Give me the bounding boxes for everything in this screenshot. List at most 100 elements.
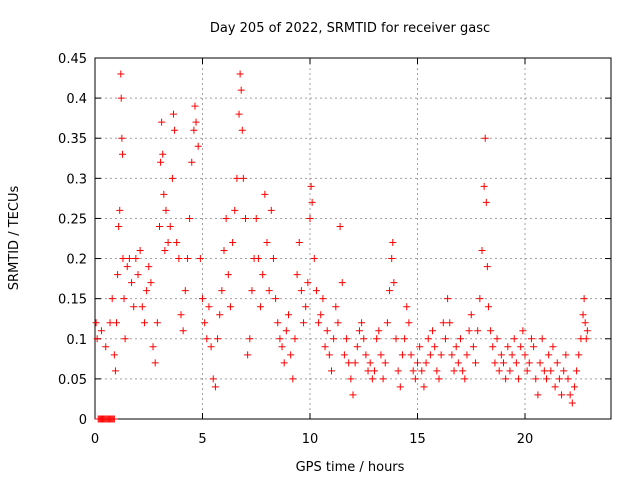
x-axis-label: GPS time / hours — [296, 460, 405, 475]
data-point — [325, 351, 333, 359]
data-point — [570, 383, 578, 391]
data-point — [278, 343, 286, 351]
data-point — [280, 359, 288, 367]
data-point — [504, 343, 512, 351]
data-point — [102, 343, 110, 351]
data-point — [257, 303, 265, 311]
data-point — [171, 126, 179, 134]
data-point — [125, 255, 133, 263]
data-point — [252, 214, 260, 222]
data-point — [106, 319, 114, 327]
data-point — [543, 375, 550, 383]
data-point — [229, 239, 237, 247]
x-tick-label: 10 — [302, 432, 319, 447]
data-point — [130, 303, 138, 311]
data-point — [173, 239, 181, 247]
data-point — [323, 327, 331, 335]
data-point — [199, 295, 206, 303]
data-point — [527, 335, 535, 343]
data-point — [97, 327, 105, 335]
data-point — [231, 206, 239, 214]
data-point — [469, 343, 477, 351]
data-point — [263, 239, 271, 247]
data-point — [175, 255, 183, 263]
data-point — [267, 206, 275, 214]
data-point — [564, 375, 572, 383]
data-point — [444, 295, 452, 303]
data-point — [336, 222, 344, 230]
data-point — [389, 239, 397, 247]
data-point — [347, 375, 355, 383]
data-point — [435, 375, 443, 383]
data-point — [244, 351, 252, 359]
data-point — [551, 383, 559, 391]
data-point — [214, 335, 222, 343]
data-point — [222, 214, 230, 222]
data-point — [186, 214, 194, 222]
data-point — [209, 375, 217, 383]
data-point — [183, 255, 191, 263]
data-point — [332, 303, 340, 311]
data-point — [272, 295, 280, 303]
data-point — [116, 206, 124, 214]
data-point — [448, 351, 456, 359]
data-point — [394, 367, 402, 375]
data-point — [117, 70, 125, 78]
data-point — [500, 359, 507, 367]
data-point — [123, 263, 131, 271]
data-point — [304, 279, 312, 287]
data-point — [583, 327, 591, 335]
data-point — [93, 335, 101, 343]
data-point — [534, 391, 542, 399]
data-point — [459, 367, 467, 375]
data-point — [472, 359, 480, 367]
data-point — [226, 303, 234, 311]
data-point — [190, 126, 198, 134]
axis-ticks: 0 0.05 0.1 0.15 0.2 0.25 0.3 0.35 0.4 0.45 0 5 10 15 2… — [58, 52, 611, 447]
plot-frame — [94, 57, 612, 420]
data-point — [345, 359, 353, 367]
data-point — [276, 335, 284, 343]
data-point — [179, 327, 187, 335]
data-point — [211, 383, 219, 391]
data-point — [355, 327, 363, 335]
data-point — [398, 351, 406, 359]
data-point — [474, 327, 482, 335]
data-point — [573, 367, 581, 375]
data-point — [493, 335, 501, 343]
data-point — [414, 359, 421, 367]
y-tick-label: 0.15 — [58, 293, 87, 308]
data-point — [371, 367, 378, 375]
data-point — [117, 94, 125, 102]
data-point — [525, 359, 533, 367]
data-point — [452, 343, 460, 351]
data-point — [484, 303, 492, 311]
data-point — [285, 311, 292, 319]
y-tick-label: 0.45 — [58, 52, 87, 67]
data-point — [349, 391, 357, 399]
data-point — [437, 351, 445, 359]
data-point — [308, 198, 316, 206]
data-point — [480, 182, 488, 190]
data-point — [575, 351, 583, 359]
data-point — [401, 335, 409, 343]
data-point — [553, 359, 561, 367]
x-tick-label: 0 — [91, 432, 99, 447]
data-point — [317, 311, 325, 319]
data-point — [149, 343, 157, 351]
data-point — [239, 174, 247, 182]
data-point — [381, 359, 389, 367]
data-point — [233, 174, 241, 182]
data-point — [368, 375, 376, 383]
data-point — [424, 335, 432, 343]
data-point — [366, 359, 374, 367]
x-tick-label: 15 — [409, 432, 426, 447]
data-point — [353, 343, 361, 351]
data-point — [162, 206, 170, 214]
data-point — [111, 367, 119, 375]
data-point — [411, 375, 419, 383]
y-tick-label: 0.1 — [66, 333, 87, 348]
data-point — [164, 239, 172, 247]
data-point — [386, 287, 394, 295]
data-point — [143, 287, 151, 295]
